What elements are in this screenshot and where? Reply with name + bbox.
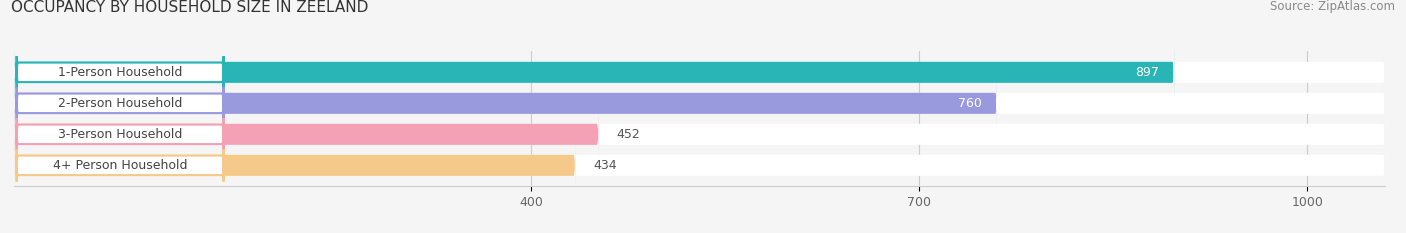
Text: 2-Person Household: 2-Person Household <box>58 97 183 110</box>
FancyBboxPatch shape <box>17 56 224 89</box>
FancyBboxPatch shape <box>14 75 1385 132</box>
FancyBboxPatch shape <box>14 137 575 194</box>
Text: Source: ZipAtlas.com: Source: ZipAtlas.com <box>1270 0 1395 13</box>
FancyBboxPatch shape <box>14 106 599 163</box>
Text: 452: 452 <box>617 128 641 141</box>
Text: 4+ Person Household: 4+ Person Household <box>53 159 187 172</box>
Text: OCCUPANCY BY HOUSEHOLD SIZE IN ZEELAND: OCCUPANCY BY HOUSEHOLD SIZE IN ZEELAND <box>11 0 368 15</box>
FancyBboxPatch shape <box>14 44 1174 101</box>
FancyBboxPatch shape <box>17 87 224 120</box>
Text: 1-Person Household: 1-Person Household <box>58 66 183 79</box>
FancyBboxPatch shape <box>17 149 224 182</box>
FancyBboxPatch shape <box>14 137 1385 194</box>
FancyBboxPatch shape <box>14 44 1385 101</box>
FancyBboxPatch shape <box>14 75 997 132</box>
Text: 434: 434 <box>593 159 617 172</box>
Text: 897: 897 <box>1135 66 1159 79</box>
FancyBboxPatch shape <box>17 118 224 151</box>
Text: 760: 760 <box>957 97 981 110</box>
FancyBboxPatch shape <box>14 106 1385 163</box>
Text: 3-Person Household: 3-Person Household <box>58 128 183 141</box>
